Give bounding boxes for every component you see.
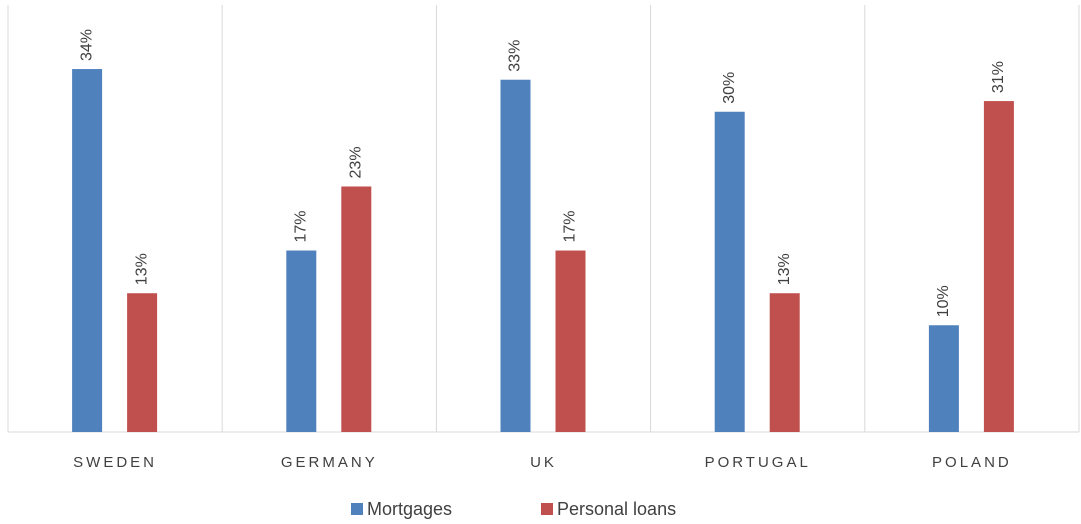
data-label: 30% (721, 72, 738, 104)
data-label: 34% (78, 29, 95, 61)
bar (555, 250, 586, 432)
bar (714, 111, 745, 432)
bar (928, 325, 959, 432)
x-tick-label: PORTUGAL (705, 454, 811, 471)
data-label: 31% (990, 61, 1007, 93)
x-tick-label: GERMANY (281, 454, 378, 471)
data-label: 33% (507, 40, 524, 72)
x-tick-label: SWEDEN (73, 454, 157, 471)
bar (341, 186, 372, 432)
data-label: 13% (776, 253, 793, 285)
data-label: 13% (133, 253, 150, 285)
legend-label: Mortgages (367, 499, 452, 519)
x-tick-label: POLAND (932, 454, 1012, 471)
bar (72, 69, 103, 433)
data-label: 23% (348, 146, 365, 178)
data-label: 17% (562, 210, 579, 242)
bar (500, 79, 531, 432)
legend-swatch (541, 503, 553, 515)
legend-swatch (351, 503, 363, 515)
data-label: 10% (935, 285, 952, 317)
data-label: 17% (293, 210, 310, 242)
bar (983, 101, 1014, 432)
legend-label: Personal loans (557, 499, 676, 519)
x-tick-label: UK (530, 454, 557, 471)
bar (769, 293, 800, 432)
bar (286, 250, 317, 432)
bar (127, 293, 158, 432)
